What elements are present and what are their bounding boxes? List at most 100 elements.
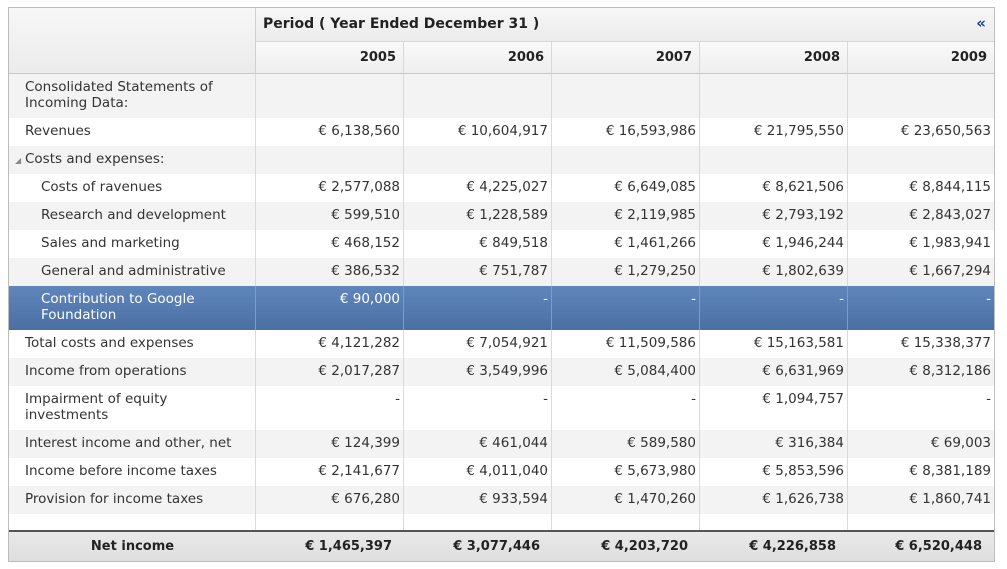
value-cell: € 316,384: [700, 430, 848, 458]
row-label: ◢ Costs and expenses:: [9, 146, 256, 174]
value-cell: € 15,163,581: [700, 330, 848, 358]
value-cell: € 3,549,996: [404, 358, 552, 386]
table-row[interactable]: Impairment of equity investments - - - €…: [9, 386, 994, 430]
collapse-icon[interactable]: «: [976, 14, 986, 32]
value-cell: € 4,225,027: [404, 174, 552, 202]
year-header-2009[interactable]: 2009: [848, 42, 994, 73]
table-row-selected[interactable]: Contribution to Google Foundation € 90,0…: [9, 286, 994, 330]
year-header-2008[interactable]: 2008: [700, 42, 848, 73]
row-label: Revenues: [9, 118, 256, 146]
table-row[interactable]: Revenues € 6,138,560 € 10,604,917 € 16,5…: [9, 118, 994, 146]
table-row[interactable]: Income before income taxes € 2,141,677 €…: [9, 458, 994, 486]
period-title: Period ( Year Ended December 31 ): [263, 16, 539, 32]
value-cell: € 16,593,986: [552, 118, 700, 146]
value-cell: € 124,399: [256, 430, 404, 458]
value-cell: € 1,860,741: [848, 486, 994, 514]
value-cell: [552, 74, 700, 118]
value-cell: € 1,094,757: [700, 386, 848, 430]
value-cell: € 1,667,294: [848, 258, 994, 286]
value-cell: -: [256, 386, 404, 430]
collapse-triangle-icon[interactable]: ◢: [15, 153, 25, 169]
value-cell: € 5,673,980: [552, 458, 700, 486]
value-cell: [848, 74, 994, 118]
value-cell: € 849,518: [404, 230, 552, 258]
value-cell: [404, 74, 552, 118]
net-income-total-row[interactable]: Net income € 1,465,397 € 3,077,446 € 4,2…: [9, 530, 994, 561]
table-row[interactable]: Provision for income taxes € 676,280 € 9…: [9, 486, 994, 514]
total-value-cell: € 4,226,858: [700, 532, 848, 561]
year-header-row: 2005 2006 2007 2008 2009: [256, 42, 994, 74]
value-cell: -: [700, 286, 848, 330]
table-row[interactable]: Research and development € 599,510 € 1,2…: [9, 202, 994, 230]
value-cell: € 589,580: [552, 430, 700, 458]
value-cell: € 1,279,250: [552, 258, 700, 286]
year-header-2005[interactable]: 2005: [256, 42, 404, 73]
value-cell: [552, 146, 700, 174]
value-cell: € 7,054,921: [404, 330, 552, 358]
row-label: Income from operations: [9, 358, 256, 386]
row-label: Income before income taxes: [9, 458, 256, 486]
value-cell: -: [552, 386, 700, 430]
row-label-text: Costs and expenses:: [25, 151, 164, 167]
table-row[interactable]: Interest income and other, net € 124,399…: [9, 430, 994, 458]
table-row[interactable]: General and administrative € 386,532 € 7…: [9, 258, 994, 286]
value-cell: € 10,604,917: [404, 118, 552, 146]
value-cell: € 6,631,969: [700, 358, 848, 386]
value-cell: € 1,470,260: [552, 486, 700, 514]
total-value-cell: € 1,465,397: [256, 532, 404, 561]
value-cell: € 933,594: [404, 486, 552, 514]
table-row[interactable]: Sales and marketing € 468,152 € 849,518 …: [9, 230, 994, 258]
value-cell: € 5,853,596: [700, 458, 848, 486]
value-cell: [404, 146, 552, 174]
value-cell: € 2,017,287: [256, 358, 404, 386]
value-cell: € 21,795,550: [700, 118, 848, 146]
value-cell: € 6,138,560: [256, 118, 404, 146]
value-cell: € 2,141,677: [256, 458, 404, 486]
value-cell: € 468,152: [256, 230, 404, 258]
value-cell: [848, 146, 994, 174]
value-cell: € 4,121,282: [256, 330, 404, 358]
table-row[interactable]: Income from operations € 2,017,287 € 3,5…: [9, 358, 994, 386]
row-label: Consolidated Statements of Incoming Data…: [9, 74, 256, 118]
row-label: General and administrative: [9, 258, 256, 286]
value-cell: € 11,509,586: [552, 330, 700, 358]
row-label: Total costs and expenses: [9, 330, 256, 358]
value-cell: € 1,626,738: [700, 486, 848, 514]
table-row[interactable]: Consolidated Statements of Incoming Data…: [9, 74, 994, 118]
row-label: Provision for income taxes: [9, 486, 256, 514]
total-value-cell: € 6,520,448: [848, 532, 994, 561]
value-cell: € 23,650,563: [848, 118, 994, 146]
data-rows: Consolidated Statements of Incoming Data…: [9, 74, 994, 540]
row-header-corner: [9, 8, 256, 74]
table-row[interactable]: ◢ Costs and expenses:: [9, 146, 994, 174]
period-header: Period ( Year Ended December 31 ) «: [256, 8, 994, 42]
value-cell: € 2,793,192: [700, 202, 848, 230]
row-label: Costs of ravenues: [9, 174, 256, 202]
value-cell: € 461,044: [404, 430, 552, 458]
row-label: Sales and marketing: [9, 230, 256, 258]
value-cell: € 1,228,589: [404, 202, 552, 230]
row-label: Impairment of equity investments: [9, 386, 256, 430]
value-cell: € 5,084,400: [552, 358, 700, 386]
row-label: Research and development: [9, 202, 256, 230]
value-cell: -: [848, 286, 994, 330]
value-cell: [256, 146, 404, 174]
table-row[interactable]: Costs of ravenues € 2,577,088 € 4,225,02…: [9, 174, 994, 202]
value-cell: € 599,510: [256, 202, 404, 230]
value-cell: € 8,381,189: [848, 458, 994, 486]
value-cell: € 8,844,115: [848, 174, 994, 202]
table-row[interactable]: Total costs and expenses € 4,121,282 € 7…: [9, 330, 994, 358]
value-cell: -: [404, 386, 552, 430]
total-value-cell: € 4,203,720: [552, 532, 700, 561]
value-cell: € 8,621,506: [700, 174, 848, 202]
value-cell: € 90,000: [256, 286, 404, 330]
value-cell: € 1,461,266: [552, 230, 700, 258]
value-cell: € 6,649,085: [552, 174, 700, 202]
year-header-2007[interactable]: 2007: [552, 42, 700, 73]
value-cell: [700, 146, 848, 174]
value-cell: [700, 74, 848, 118]
value-cell: € 2,577,088: [256, 174, 404, 202]
value-cell: € 8,312,186: [848, 358, 994, 386]
value-cell: € 1,983,941: [848, 230, 994, 258]
year-header-2006[interactable]: 2006: [404, 42, 552, 73]
